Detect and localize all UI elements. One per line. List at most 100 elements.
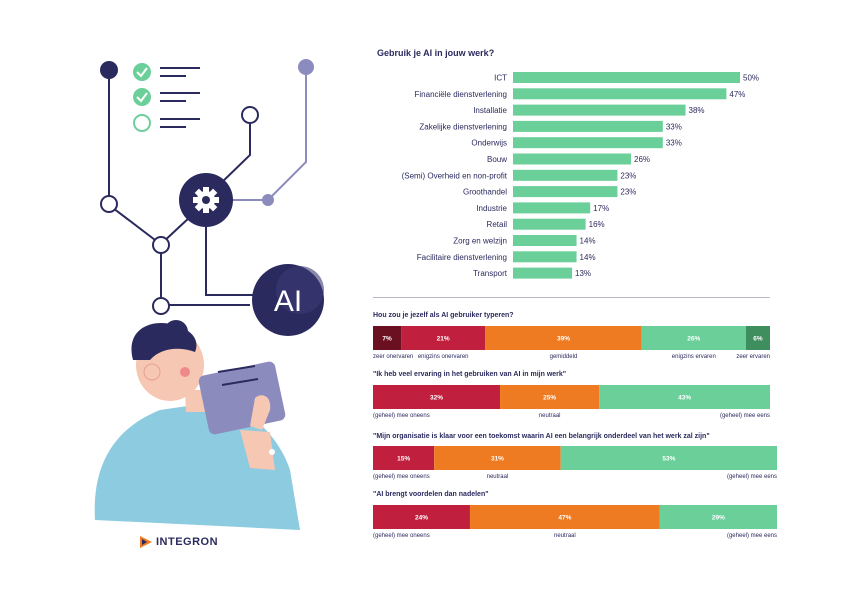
category-legend-label: neutraal <box>487 474 509 480</box>
category-label: Onderwijs <box>471 139 507 148</box>
bar <box>513 235 577 246</box>
category-legend-label: zeer onervaren <box>373 354 413 360</box>
bar <box>513 137 663 149</box>
category-legend-label: (geheel) mee oneens <box>373 413 430 419</box>
stacked-segment <box>401 326 486 350</box>
segment-value-label: 15% <box>397 456 410 463</box>
node-lavender-small <box>262 194 274 206</box>
node-dark <box>100 61 118 79</box>
category-label: Bouw <box>487 155 507 164</box>
stacked-segment <box>500 385 600 409</box>
stacked-segment <box>745 326 770 350</box>
value-label: 13% <box>575 269 591 278</box>
stacked-segment <box>373 446 435 470</box>
stacked-segment <box>599 385 770 409</box>
category-legend-label: neutraal <box>554 533 576 539</box>
ai-workflow-illustration: AI <box>94 59 324 530</box>
empty-check-icon <box>133 114 151 132</box>
category-legend-label: enigzins onervaren <box>418 354 469 360</box>
category-label: Retail <box>487 220 508 229</box>
category-label: Financiële dienstverlening <box>415 90 508 99</box>
bar <box>513 169 618 181</box>
segment-value-label: 31% <box>491 456 504 463</box>
question-title-4: "AI brengt voordelen dan nadelen" <box>373 491 489 498</box>
segment-value-label: 26% <box>687 336 700 343</box>
category-label: (Semi) Overheid en non-profit <box>402 171 508 180</box>
gear-icon <box>179 173 233 227</box>
node-open <box>152 297 170 315</box>
value-label: 16% <box>589 220 605 229</box>
segment-value-label: 32% <box>430 395 443 402</box>
category-legend-label: gemiddeld <box>550 354 578 360</box>
logo-mark-icon <box>140 536 152 548</box>
value-label: 23% <box>620 188 636 197</box>
value-label: 47% <box>729 90 745 99</box>
segment-value-label: 29% <box>712 515 725 522</box>
ai-label: AI <box>274 285 302 318</box>
check-icon <box>133 63 151 81</box>
node-open <box>100 195 118 213</box>
check-icon <box>133 88 151 106</box>
stacked-segment <box>659 505 777 529</box>
category-label: Groothandel <box>463 188 507 197</box>
usage-chart-title: Gebruik je AI in jouw werk? <box>377 48 495 58</box>
stacked-segment <box>641 326 746 350</box>
segment-value-label: 24% <box>415 515 428 522</box>
category-label: Zorg en welzijn <box>453 237 507 246</box>
value-label: 33% <box>666 139 682 148</box>
segment-value-label: 21% <box>437 336 450 343</box>
segment-value-label: 47% <box>558 515 571 522</box>
segment-value-label: 25% <box>543 395 556 402</box>
bar <box>513 120 663 132</box>
value-label: 33% <box>666 122 682 131</box>
section-divider <box>373 297 770 298</box>
category-label: ICT <box>494 74 507 83</box>
category-legend-label: (geheel) mee eens <box>727 474 777 480</box>
bar <box>513 202 591 214</box>
stacked-segment <box>373 326 402 350</box>
bar <box>513 186 618 198</box>
node-open <box>241 106 259 124</box>
segment-value-label: 53% <box>662 456 675 463</box>
bar <box>513 218 586 230</box>
category-legend-label: zeer ervaren <box>736 354 770 360</box>
question-title-2: "Ik heb veel ervaring in het gebruiken v… <box>373 371 567 378</box>
bar <box>513 267 573 279</box>
category-label: Transport <box>473 269 508 278</box>
ai-badge: AI <box>252 264 324 336</box>
node-lavender <box>298 59 314 75</box>
checklist <box>133 63 200 132</box>
bar <box>513 104 686 116</box>
bar <box>513 72 740 83</box>
stacked-segment <box>560 446 777 470</box>
stacked-segment <box>373 505 470 529</box>
logo-text: INTEGRON <box>156 536 219 548</box>
person-illustration <box>94 320 301 530</box>
bar <box>513 153 632 165</box>
category-label: Installatie <box>473 106 507 115</box>
stacked-segment <box>469 505 660 529</box>
segment-value-label: 39% <box>557 336 570 343</box>
stacked-segment <box>373 385 501 409</box>
category-legend-label: (geheel) mee oneens <box>373 533 430 539</box>
node-open <box>152 236 170 254</box>
bar <box>513 88 727 100</box>
segment-value-label: 43% <box>678 395 691 402</box>
value-label: 14% <box>580 237 596 246</box>
category-label: Industrie <box>476 204 507 213</box>
stacked-segment <box>434 446 561 470</box>
segment-value-label: 6% <box>753 336 763 343</box>
question-title-1: Hou zou je jezelf als AI gebruiker typer… <box>373 312 514 319</box>
segment-value-label: 7% <box>382 336 392 343</box>
value-label: 50% <box>743 74 759 83</box>
stacked-segment <box>485 326 642 350</box>
category-legend-label: enigzins ervaren <box>672 354 716 360</box>
category-legend-label: (geheel) mee eens <box>727 533 777 539</box>
value-label: 23% <box>620 171 636 180</box>
category-legend-label: neutraal <box>539 413 561 419</box>
question-title-3: "Mijn organisatie is klaar voor een toek… <box>373 433 710 440</box>
value-label: 17% <box>593 204 609 213</box>
category-label: Facilitaire dienstverlening <box>417 253 507 262</box>
value-label: 38% <box>689 106 705 115</box>
